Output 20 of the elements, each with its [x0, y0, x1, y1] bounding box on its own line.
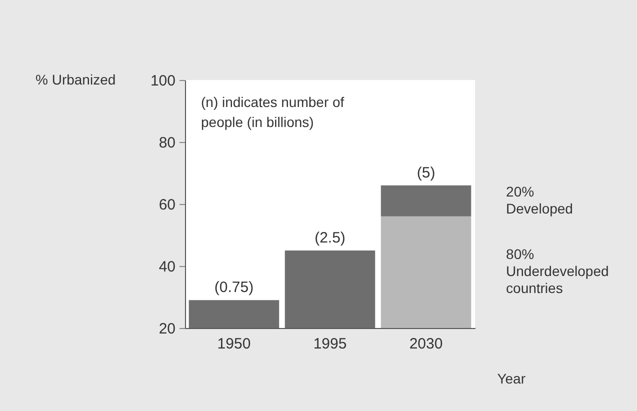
bar	[284, 250, 376, 328]
bar	[380, 216, 472, 328]
bar	[380, 185, 472, 216]
y-tick-label: 100	[150, 72, 176, 90]
bar	[188, 300, 280, 328]
y-tick-label: 40	[158, 258, 176, 276]
x-tick-label: 1950	[217, 336, 251, 352]
y-tick-label: 60	[158, 196, 176, 214]
annotation: (0.75)	[214, 279, 254, 296]
annotation: (n) indicates number of people (in billions)	[201, 94, 344, 130]
y-tick-label: 80	[158, 134, 176, 152]
x-tick-label: 2030	[409, 336, 443, 352]
annotation: (5)	[416, 164, 436, 182]
x-tick-label: 1995	[313, 336, 347, 352]
x-axis-title: Year	[497, 370, 526, 386]
y-axis-title: % Urbanized	[36, 72, 116, 88]
text: 80% Underdeveloped countries	[506, 246, 609, 296]
annotation: (2.5)	[314, 230, 346, 246]
y-tick-label: 20	[158, 320, 176, 338]
text: 20% Developed	[506, 183, 573, 216]
